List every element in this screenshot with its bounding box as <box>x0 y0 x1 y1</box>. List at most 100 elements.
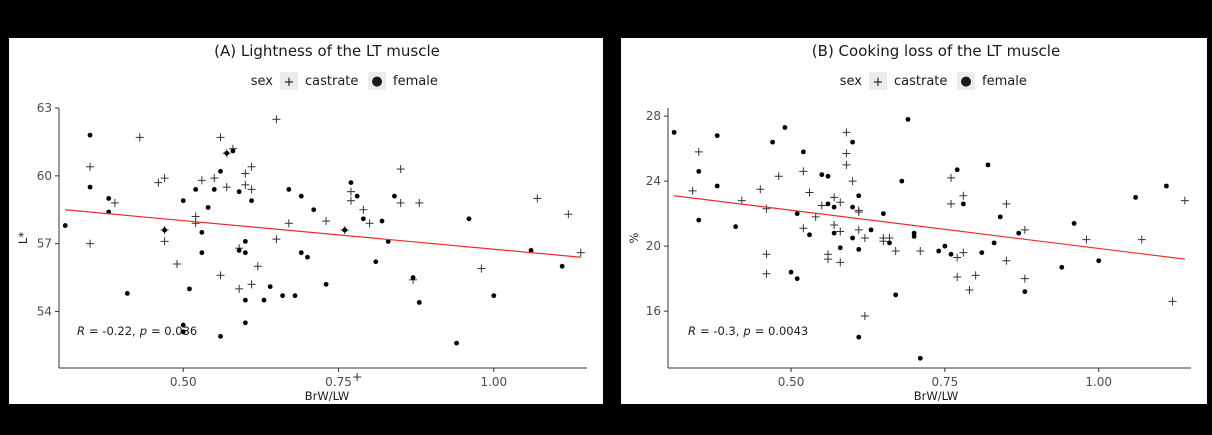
chart-a-point-castrate <box>135 133 144 142</box>
chart-b-point-castrate <box>762 204 771 213</box>
chart-b-regression-line <box>674 195 1185 260</box>
chart-a-point-castrate <box>272 235 281 244</box>
chart-b-legend-title: sex <box>840 74 863 89</box>
chart-a-point-female <box>193 186 199 192</box>
chart-b-legend-label-female: female <box>982 74 1027 89</box>
chart-b-point-female <box>1163 183 1169 189</box>
chart-b-point-female <box>942 243 948 249</box>
chart-b-point-female <box>671 129 677 135</box>
chart-a-legend-marker-castrate: + <box>284 75 295 90</box>
chart-a-point-female <box>249 198 254 204</box>
chart-b-point-female <box>911 233 917 239</box>
chart-b-ytick-label: 16 <box>646 304 661 318</box>
chart-b-point-female <box>893 292 899 298</box>
chart-a-point-castrate <box>284 219 293 228</box>
chart-b-point-castrate <box>762 250 771 259</box>
chart-a-point-female <box>242 297 248 303</box>
chart-b-point-female <box>880 211 886 217</box>
chart-a-point-female <box>410 275 416 280</box>
chart-a-point-castrate <box>346 196 355 205</box>
chart-a-point-female <box>286 186 292 192</box>
chart-a-point-female <box>199 250 205 256</box>
chart-b-point-castrate <box>891 247 900 255</box>
chart-a-point-castrate <box>154 178 163 187</box>
chart-a-point-female <box>205 205 211 210</box>
chart-b-point-female <box>733 224 739 230</box>
chart-a-point-castrate <box>235 284 244 293</box>
panel-a: (A) Lightness of the LT muscle sex + cas… <box>9 38 603 404</box>
chart-b-r-value: = -0.3, <box>700 324 739 338</box>
chart-a-r-label: R <box>77 324 85 338</box>
chart-a-legend-key-castrate <box>280 72 298 90</box>
chart-a-regression-line <box>65 209 581 258</box>
chart-a-point-castrate <box>173 260 182 268</box>
chart-b-point-female <box>825 201 831 207</box>
chart-a-point-female <box>491 293 497 299</box>
chart-b-plot: 16 20 24 28 0.50 0.75 1.00 <box>646 108 1191 389</box>
chart-b-point-female <box>788 269 794 275</box>
chart-a-point-castrate <box>216 271 225 280</box>
chart-b-point-castrate <box>947 173 956 182</box>
chart-a-point-female <box>230 148 236 154</box>
chart-b-point-female <box>714 133 720 139</box>
chart-b-point-female <box>856 334 862 340</box>
chart-b-point-castrate <box>916 247 925 255</box>
chart-b-point-female <box>1096 258 1102 264</box>
chart-b-point-female <box>696 217 702 223</box>
chart-a-point-castrate <box>160 174 169 183</box>
chart-a-point-female <box>87 184 93 190</box>
chart-a-xtick-label: 1.00 <box>480 375 507 389</box>
chart-b-point-castrate <box>830 193 839 202</box>
chart-a-ytick-label: 60 <box>37 169 52 183</box>
chart-b-point-female <box>831 204 837 210</box>
chart-a-point-castrate <box>576 248 585 257</box>
chart-a-point-castrate <box>396 198 405 207</box>
chart-b-point-castrate <box>1020 274 1029 283</box>
chart-b-point-female <box>856 246 862 252</box>
chart-a-point-female <box>211 186 217 192</box>
chart-b-point-female <box>1071 220 1077 226</box>
chart-a-point-female <box>180 322 186 328</box>
chart-b-ytick-label: 20 <box>646 239 661 253</box>
chart-a-point-female <box>242 320 248 326</box>
chart-b-point-female <box>794 211 800 217</box>
chart-a-legend: sex + castrate ● female <box>251 72 438 90</box>
chart-b-point-castrate <box>762 269 771 278</box>
chart-b-point-female <box>850 235 855 241</box>
chart-a-point-castrate <box>415 198 424 207</box>
chart-b-point-female <box>807 232 812 238</box>
chart-a-point-female <box>242 250 248 256</box>
chart-b-point-female <box>960 201 966 207</box>
chart-b-point-castrate <box>947 199 956 208</box>
chart-b-legend-key-castrate <box>869 72 887 90</box>
chart-b-xtick-label: 0.75 <box>932 375 959 389</box>
chart-a-xtick-label: 0.50 <box>170 375 197 389</box>
chart-a-point-female <box>261 297 267 303</box>
chart-a-point-female <box>236 248 242 253</box>
chart-b-point-female <box>887 240 892 246</box>
chart-a-point-castrate <box>86 239 95 248</box>
chart-a-xtick-label: 0.75 <box>325 375 352 389</box>
chart-a-point-castrate <box>241 169 250 178</box>
chart-a-point-castrate <box>477 264 486 273</box>
chart-b-point-castrate <box>842 160 851 169</box>
chart-a-point-female <box>348 180 354 186</box>
chart-a-legend-key-female <box>368 72 386 90</box>
chart-a-point-castrate <box>533 194 542 203</box>
chart-b-point-castrate <box>823 255 832 264</box>
chart-b-point-castrate <box>953 273 962 281</box>
chart-a-ytick-label: 63 <box>37 101 52 115</box>
chart-a-point-castrate <box>191 219 200 228</box>
chart-b-point-castrate <box>799 167 808 176</box>
chart-a-point-female <box>298 250 304 256</box>
chart-a-point-castrate <box>564 210 573 219</box>
chart-b-point-castrate <box>842 128 851 137</box>
chart-a-p-value: = 0.036 <box>151 324 197 338</box>
chart-b-point-female <box>868 227 874 233</box>
chart-b-point-castrate <box>836 198 845 207</box>
chart-a-point-castrate <box>160 237 169 246</box>
chart-a-point-female <box>292 293 298 299</box>
chart-a-point-female <box>392 193 397 199</box>
chart-b-point-castrate <box>805 188 814 197</box>
